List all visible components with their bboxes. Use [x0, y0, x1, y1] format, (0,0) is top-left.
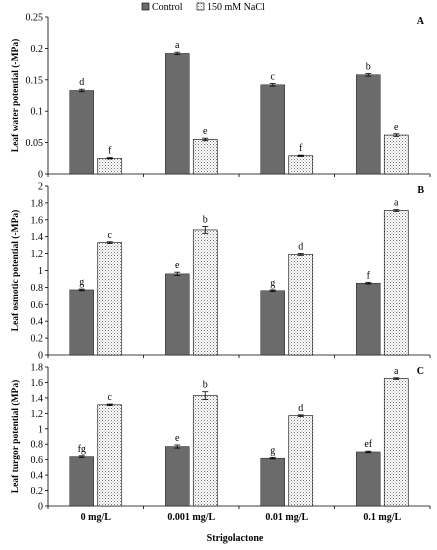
bar-nacl — [383, 210, 409, 356]
y-tick-label: 0.25 — [26, 13, 44, 24]
bar-control — [260, 457, 285, 507]
category-label: 0.01 mg/L — [265, 512, 308, 523]
category-label: 0.001 mg/L — [167, 512, 215, 523]
significance-letter: a — [175, 40, 180, 51]
significance-letter: g — [79, 277, 84, 288]
bar-control — [356, 451, 381, 507]
bar-control — [165, 273, 190, 356]
y-tick-label: 0 — [38, 502, 43, 513]
bar-nacl — [383, 378, 409, 507]
significance-letter: e — [175, 433, 180, 444]
bar-nacl — [288, 415, 314, 507]
y-tick-label: 1.2 — [31, 249, 44, 260]
y-tick-label: 0.8 — [31, 283, 44, 294]
panel-c: 0 0.2 0.4 0.6 0.8 1 1.2 1.4 1.6 1.8 Leaf turgor po… — [10, 363, 431, 513]
panel-a: 0 0.05 0.1 0.15 0.2 0.25 Leaf water potential … — [10, 13, 431, 181]
y-tick-label: 1 — [38, 424, 43, 435]
bar-nacl — [97, 242, 123, 356]
significance-letter: d — [298, 242, 303, 253]
legend: Control 150 mM NaCl — [141, 2, 265, 13]
y-axis-label: Leaf osmotic potential (-MPa) — [10, 210, 21, 332]
y-tick-label: 0.15 — [26, 75, 44, 86]
bar-control — [356, 74, 381, 175]
significance-letter: a — [394, 198, 399, 209]
significance-letter: b — [203, 215, 208, 226]
panel-letter: B — [417, 185, 424, 196]
y-tick-label: 0.4 — [31, 317, 44, 328]
bar-nacl — [97, 158, 123, 175]
y-tick-label: 1.8 — [31, 363, 44, 374]
significance-letter: c — [108, 392, 113, 403]
significance-letter: d — [79, 77, 84, 88]
significance-letter: c — [271, 72, 276, 83]
bar-nacl — [288, 254, 314, 356]
y-tick-label: 1.6 — [31, 215, 44, 226]
y-tick-label: 2 — [38, 182, 43, 193]
y-tick-label: 0.2 — [31, 334, 44, 345]
bar-control — [260, 290, 285, 356]
significance-letter: e — [175, 260, 180, 271]
category-labels: 0 mg/L 0.001 mg/L 0.01 mg/L 0.1 mg/L — [81, 512, 402, 523]
legend-swatch-control — [141, 2, 150, 11]
y-tick-label: 0 — [38, 170, 43, 181]
bar-nacl — [192, 395, 218, 507]
significance-letter: f — [367, 270, 371, 281]
y-tick-label: 1.2 — [31, 409, 44, 420]
significance-letter: a — [394, 366, 399, 377]
bar-nacl — [192, 139, 218, 175]
significance-letter: b — [366, 62, 371, 73]
y-tick-label: 0.2 — [31, 486, 44, 497]
significance-letter: c — [108, 230, 113, 241]
bar-control — [69, 289, 94, 356]
legend-label-control: Control — [152, 2, 183, 13]
y-tick-label: 0.2 — [31, 44, 44, 55]
panel-b: 0 0.2 0.4 0.6 0.8 1 1.2 1.4 1.6 1.8 2 Leaf osmotic … — [10, 182, 431, 362]
bar-nacl — [97, 404, 123, 507]
panel-letter: C — [417, 366, 424, 377]
y-tick-label: 1.4 — [31, 393, 44, 404]
y-tick-label: 1 — [38, 266, 43, 277]
y-tick-label: 0.8 — [31, 440, 44, 451]
significance-letter: ef — [364, 439, 372, 450]
bar-control — [165, 446, 190, 507]
panel-letter: A — [417, 16, 425, 27]
legend-swatch-nacl — [196, 2, 205, 11]
significance-letter: fg — [78, 444, 86, 455]
significance-letter: g — [270, 445, 275, 456]
bar-control — [260, 84, 285, 175]
bar-nacl — [192, 229, 218, 356]
significance-letter: d — [298, 403, 303, 414]
significance-letter: f — [299, 143, 303, 154]
category-label: 0 mg/L — [81, 512, 112, 523]
y-axis-label: Leaf turgor potential (MPa) — [10, 380, 21, 494]
legend-label-nacl: 150 mM NaCl — [207, 2, 265, 13]
y-tick-label: 1.4 — [31, 232, 44, 243]
bar-control — [69, 90, 94, 175]
y-tick-label: 1.6 — [31, 378, 44, 389]
significance-letter: g — [270, 278, 275, 289]
y-tick-label: 0.4 — [31, 471, 44, 482]
bar-control — [356, 282, 381, 356]
category-label: 0.1 mg/L — [363, 512, 401, 523]
y-tick-label: 1.8 — [31, 198, 44, 209]
bar-control — [165, 53, 190, 175]
significance-letter: b — [203, 380, 208, 391]
bar-nacl — [383, 134, 409, 175]
bar-nacl — [288, 155, 314, 175]
bar-control — [69, 456, 94, 507]
significance-letter: e — [203, 126, 208, 137]
significance-letter: e — [394, 122, 399, 133]
y-tick-label: 0.6 — [31, 455, 44, 466]
significance-letter: f — [108, 146, 112, 157]
y-axis-label: Leaf water potential (-MPa) — [10, 39, 21, 153]
y-tick-label: 0 — [38, 351, 43, 362]
y-tick-label: 0.6 — [31, 300, 44, 311]
y-tick-label: 0.1 — [31, 107, 44, 118]
y-tick-label: 0.05 — [26, 138, 44, 149]
x-axis-label: Strigolactone — [207, 533, 264, 544]
